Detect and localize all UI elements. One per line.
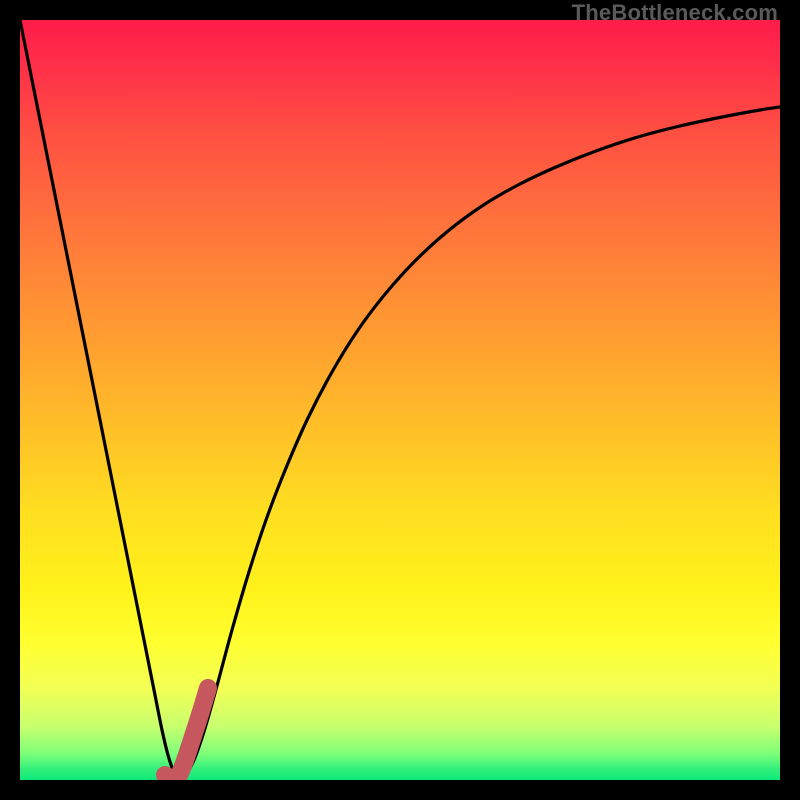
watermark-text: TheBottleneck.com [572, 0, 778, 26]
chart-background [20, 20, 780, 780]
bottleneck-chart [20, 20, 780, 780]
chart-frame: TheBottleneck.com [0, 0, 800, 800]
